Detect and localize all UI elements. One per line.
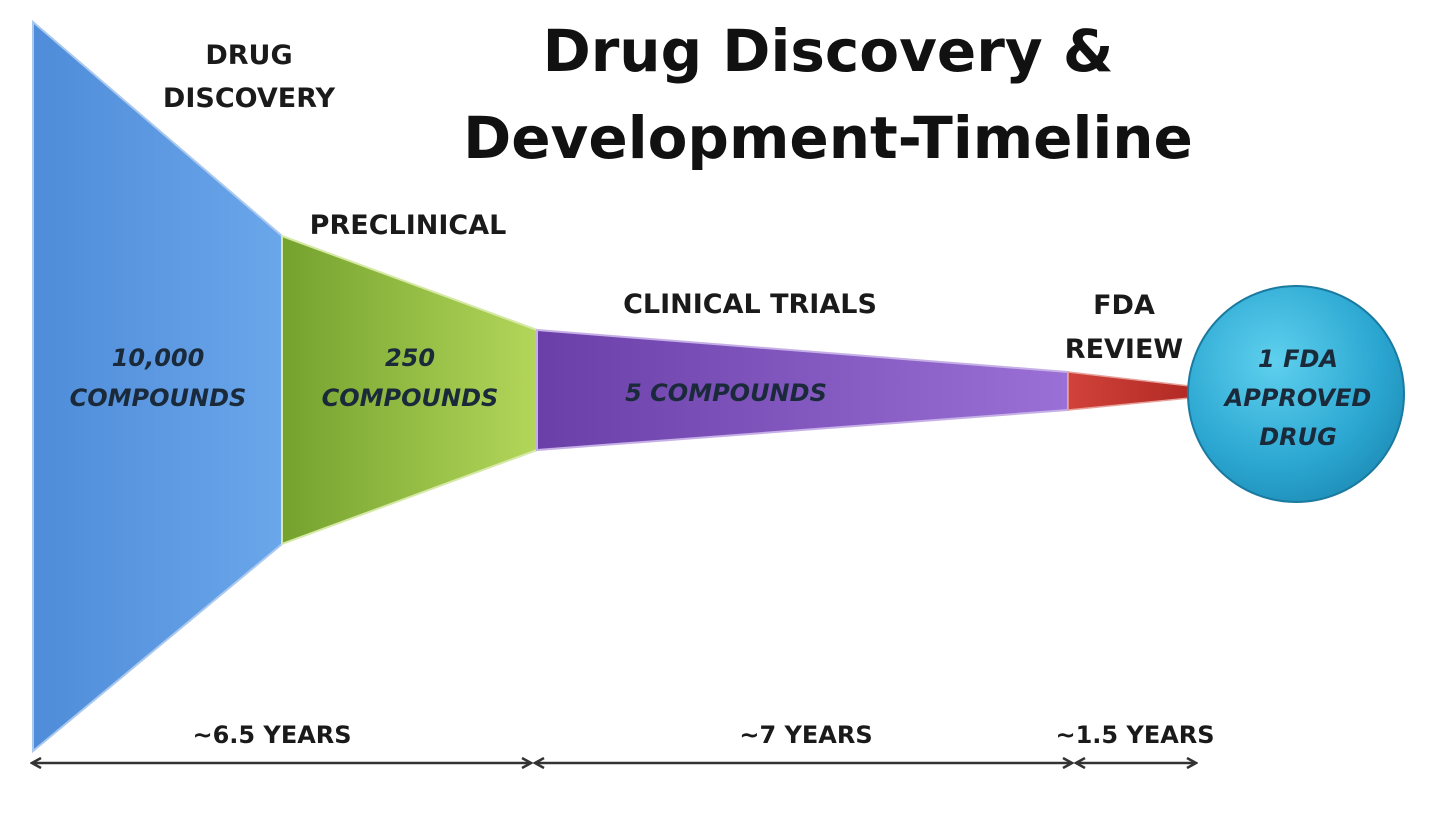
duration-label-clinical-trials: ~7 YEARS <box>739 721 872 749</box>
stage-label-drug-discovery-1: DRUG <box>205 40 292 71</box>
result-line-1: 1 FDA <box>1258 345 1338 373</box>
result-line-2: APPROVED <box>1223 384 1372 412</box>
stage-label-fda-review-1: FDA <box>1093 290 1155 321</box>
count-preclinical-2: COMPOUNDS <box>322 384 499 412</box>
count-drug-discovery-1: 10,000 <box>112 344 205 372</box>
stage-label-preclinical: PRECLINICAL <box>310 210 507 241</box>
duration-label-discovery-preclinical: ~6.5 YEARS <box>192 721 351 749</box>
title-line-1: Drug Discovery & <box>543 17 1114 85</box>
approved-drug-circle <box>1187 285 1405 503</box>
stage-label-fda-review-2: REVIEW <box>1065 334 1183 365</box>
count-clinical-trials: 5 COMPOUNDS <box>625 379 827 407</box>
count-preclinical-1: 250 <box>385 344 435 372</box>
title-line-2: Development-Timeline <box>463 104 1193 172</box>
stage-label-drug-discovery-2: DISCOVERY <box>163 83 336 114</box>
stage-label-clinical-trials: CLINICAL TRIALS <box>623 289 877 320</box>
fda-review-segment <box>1067 371 1191 411</box>
duration-label-fda-review: ~1.5 YEARS <box>1055 721 1214 749</box>
count-drug-discovery-2: COMPOUNDS <box>70 384 247 412</box>
result-line-3: DRUG <box>1259 423 1337 451</box>
